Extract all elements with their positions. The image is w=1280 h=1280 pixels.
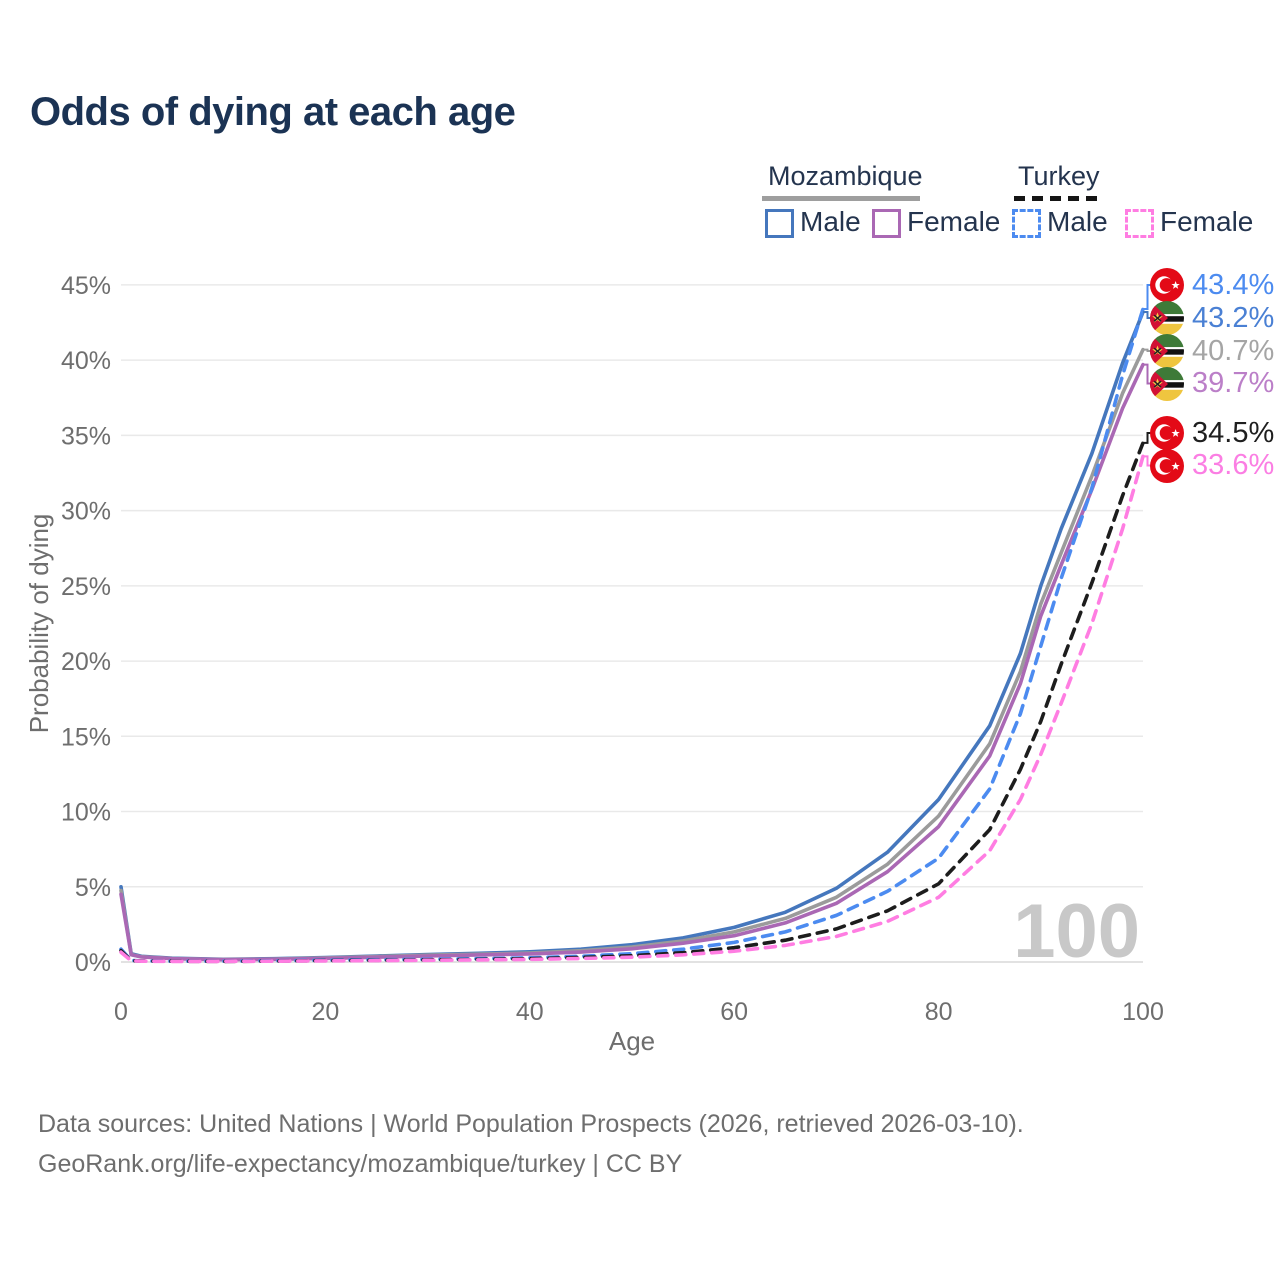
x-tick-label: 100 <box>1122 998 1164 1026</box>
footer-attribution: GeoRank.org/life-expectancy/mozambique/t… <box>38 1150 683 1178</box>
leader-line <box>1143 284 1151 310</box>
y-tick-label: 40% <box>61 347 111 375</box>
series-line-mozambique <box>119 347 1145 962</box>
y-tick-label: 30% <box>61 498 111 526</box>
x-axis-title: Age <box>609 1026 655 1056</box>
legend-group-turkey: Turkey <box>1018 161 1100 191</box>
y-tick-label: 5% <box>75 874 111 902</box>
series-line-turkey-female <box>119 454 1145 964</box>
legend-swatch-turkey-male <box>1012 209 1041 238</box>
legend-label-turkey-female: Female <box>1160 206 1254 237</box>
leader-line <box>1143 310 1151 319</box>
legend-label-mozambique-male: Male <box>800 206 861 237</box>
y-axis-title: Probability of dying <box>24 514 54 734</box>
series-line-mozambique-male <box>119 310 1145 962</box>
x-tick-label: 40 <box>516 998 544 1026</box>
legend-underline-turkey <box>1014 196 1102 201</box>
legend-swatch-mozambique-female <box>872 209 901 238</box>
series-line-turkey-male <box>119 307 1145 964</box>
page-title: Odds of dying at each age <box>30 90 516 134</box>
y-tick-label: 20% <box>61 648 111 676</box>
leader-line <box>1143 432 1151 444</box>
y-tick-label: 10% <box>61 799 111 827</box>
leader-line <box>1143 348 1151 352</box>
legend-underline-mozambique <box>762 196 920 201</box>
legend-label-mozambique-female: Female <box>907 206 1001 237</box>
legend-swatch-turkey-female <box>1125 209 1154 238</box>
leader-line <box>1143 455 1151 467</box>
legend-label-turkey-male: Male <box>1047 206 1108 237</box>
y-tick-label: 15% <box>61 723 111 751</box>
leader-line <box>1143 363 1151 385</box>
series-line-turkey <box>119 441 1145 964</box>
x-tick-label: 0 <box>114 998 128 1026</box>
line-chart: 100 0% 5% 10% 15% 20% 25% 30% 35% 40% 45% 0 20 40 60 80… <box>24 272 1164 1056</box>
legend-swatch-mozambique-male <box>765 209 794 238</box>
x-tick-label: 80 <box>925 998 953 1026</box>
y-tick-label: 35% <box>61 422 111 450</box>
footer-data-sources: Data sources: United Nations | World Pop… <box>38 1110 1024 1138</box>
y-tick-label: 45% <box>61 272 111 300</box>
legend-group-mozambique: Mozambique <box>768 161 923 191</box>
watermark-age: 100 <box>1013 889 1140 974</box>
x-tick-label: 60 <box>720 998 748 1026</box>
series-line-mozambique-female <box>119 362 1145 962</box>
y-tick-label: 25% <box>61 573 111 601</box>
y-tick-label: 0% <box>75 949 111 977</box>
x-tick-label: 20 <box>311 998 339 1026</box>
